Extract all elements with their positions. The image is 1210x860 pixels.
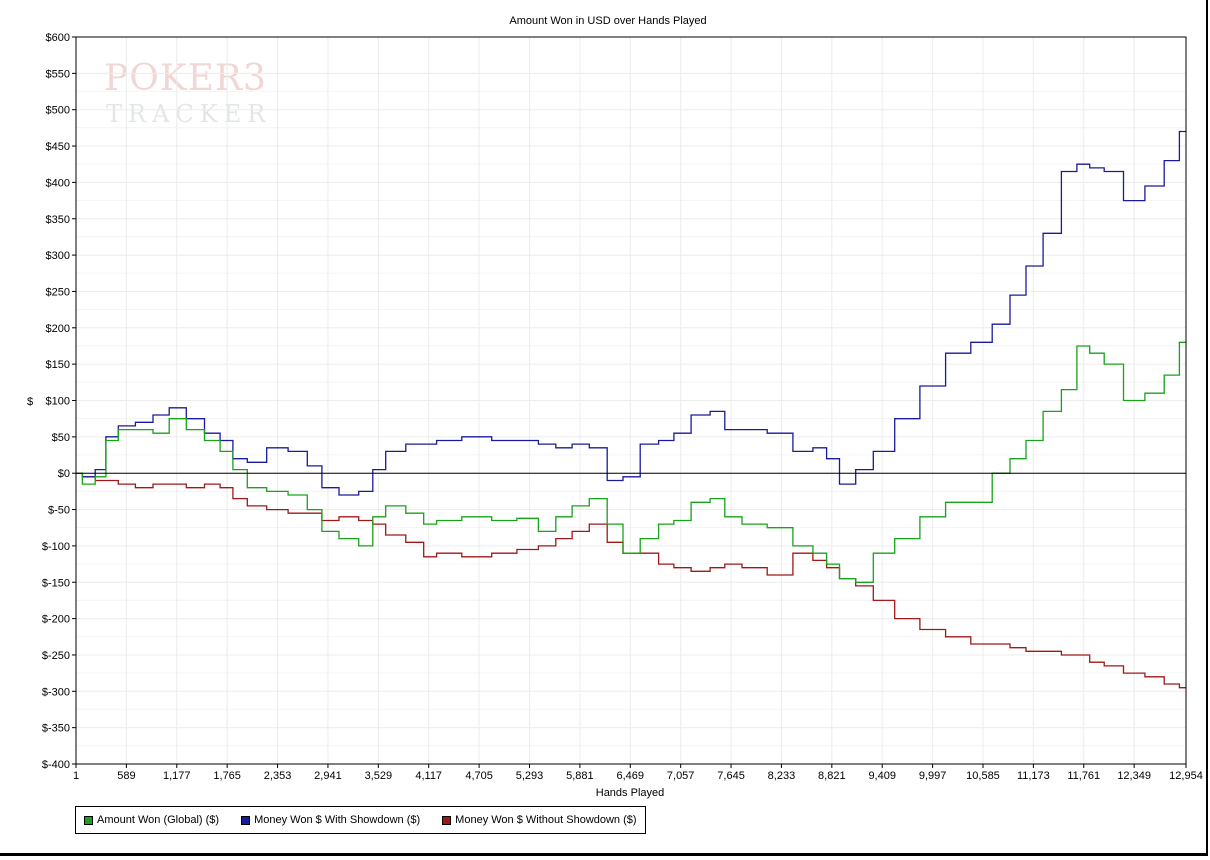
x-tick-label: 5,293 xyxy=(516,770,544,782)
x-tick-label: 12,954 xyxy=(1169,770,1203,782)
y-tick-label: $0 xyxy=(58,468,70,480)
y-tick-label: $-50 xyxy=(48,505,70,517)
series-line-money-won-with-showdown xyxy=(76,130,1186,496)
series-line-amount-won-global xyxy=(76,341,1186,583)
y-tick-label: $400 xyxy=(46,177,70,189)
x-tick-label: 5,881 xyxy=(566,770,594,782)
series-line-money-won-without-showdown xyxy=(76,472,1186,689)
x-tick-label: 8,821 xyxy=(818,770,846,782)
x-tick-label: 10,585 xyxy=(966,770,1000,782)
x-tick-label: 1 xyxy=(73,770,79,782)
legend-item: Money Won $ With Showdown ($) xyxy=(241,814,420,826)
y-tick-label: $500 xyxy=(46,105,70,117)
y-axis-label: $ xyxy=(27,396,33,408)
legend-item: Amount Won (Global) ($) xyxy=(84,814,219,826)
y-axis: $600 $550 $500 $450 $400 $350 $300 $250 $200 $150… xyxy=(42,32,76,771)
y-tick-label: $-250 xyxy=(42,650,70,662)
x-tick-label: 4,117 xyxy=(415,770,442,782)
x-axis-label: Hands Played xyxy=(596,787,665,799)
watermark-poker-text: POKER3 xyxy=(104,58,267,99)
y-tick-label: $450 xyxy=(46,141,70,153)
x-tick-label: 1,765 xyxy=(213,770,241,782)
y-tick-label: $600 xyxy=(46,32,70,44)
x-tick-label: 6,469 xyxy=(617,770,645,782)
y-tick-label: $150 xyxy=(46,359,70,371)
y-tick-label: $-200 xyxy=(42,614,70,626)
x-tick-label: 7,057 xyxy=(667,770,695,782)
legend-label: Money Won $ With Showdown ($) xyxy=(254,814,421,826)
series-lines xyxy=(76,130,1186,689)
y-tick-label: $-100 xyxy=(42,541,70,553)
grid-lines xyxy=(76,37,1186,764)
y-tick-label: $-150 xyxy=(42,577,70,589)
y-tick-label: $200 xyxy=(46,323,70,335)
watermark-tracker-text: TRACKER xyxy=(106,100,272,128)
x-tick-label: 8,233 xyxy=(768,770,796,782)
x-tick-label: 3,529 xyxy=(365,770,393,782)
x-tick-label: 11,761 xyxy=(1067,770,1100,782)
y-tick-label: $50 xyxy=(52,432,70,444)
x-tick-label: 9,409 xyxy=(868,770,896,782)
x-tick-label: 11,173 xyxy=(1017,770,1050,782)
y-tick-label: $350 xyxy=(46,214,70,226)
y-tick-label: $550 xyxy=(46,68,70,80)
chart-title: Amount Won in USD over Hands Played xyxy=(509,15,706,27)
x-tick-label: 589 xyxy=(117,770,135,782)
y-tick-label: $100 xyxy=(46,396,70,408)
x-tick-label: 2,941 xyxy=(314,770,342,782)
legend-swatch xyxy=(241,815,251,825)
x-tick-label: 1,177 xyxy=(163,770,191,782)
chart-legend: Amount Won (Global) ($) Money Won $ With … xyxy=(75,806,646,834)
y-tick-label: $-350 xyxy=(42,723,70,735)
pokertracker-watermark-logo: POKER3 TRACKER xyxy=(104,58,304,138)
legend-item: Money Won $ Without Showdown ($) xyxy=(442,814,637,826)
legend-label: Amount Won (Global) ($) xyxy=(97,814,220,826)
x-tick-label: 4,705 xyxy=(465,770,493,782)
x-tick-label: 2,353 xyxy=(264,770,292,782)
legend-swatch xyxy=(84,815,93,825)
x-tick-label: 7,645 xyxy=(717,770,745,782)
y-tick-label: $-400 xyxy=(42,759,70,771)
y-tick-label: $-300 xyxy=(42,686,70,698)
x-axis: 1 589 1,177 1,765 2,353 2,941 3,529 4,117 4,705 5… xyxy=(73,764,1203,782)
legend-swatch xyxy=(442,815,452,825)
x-tick-label: 12,349 xyxy=(1117,770,1151,782)
legend-label: Money Won $ Without Showdown ($) xyxy=(455,814,637,826)
x-tick-label: 9,997 xyxy=(919,770,947,782)
y-tick-label: $300 xyxy=(46,250,70,262)
y-tick-label: $250 xyxy=(46,286,70,298)
